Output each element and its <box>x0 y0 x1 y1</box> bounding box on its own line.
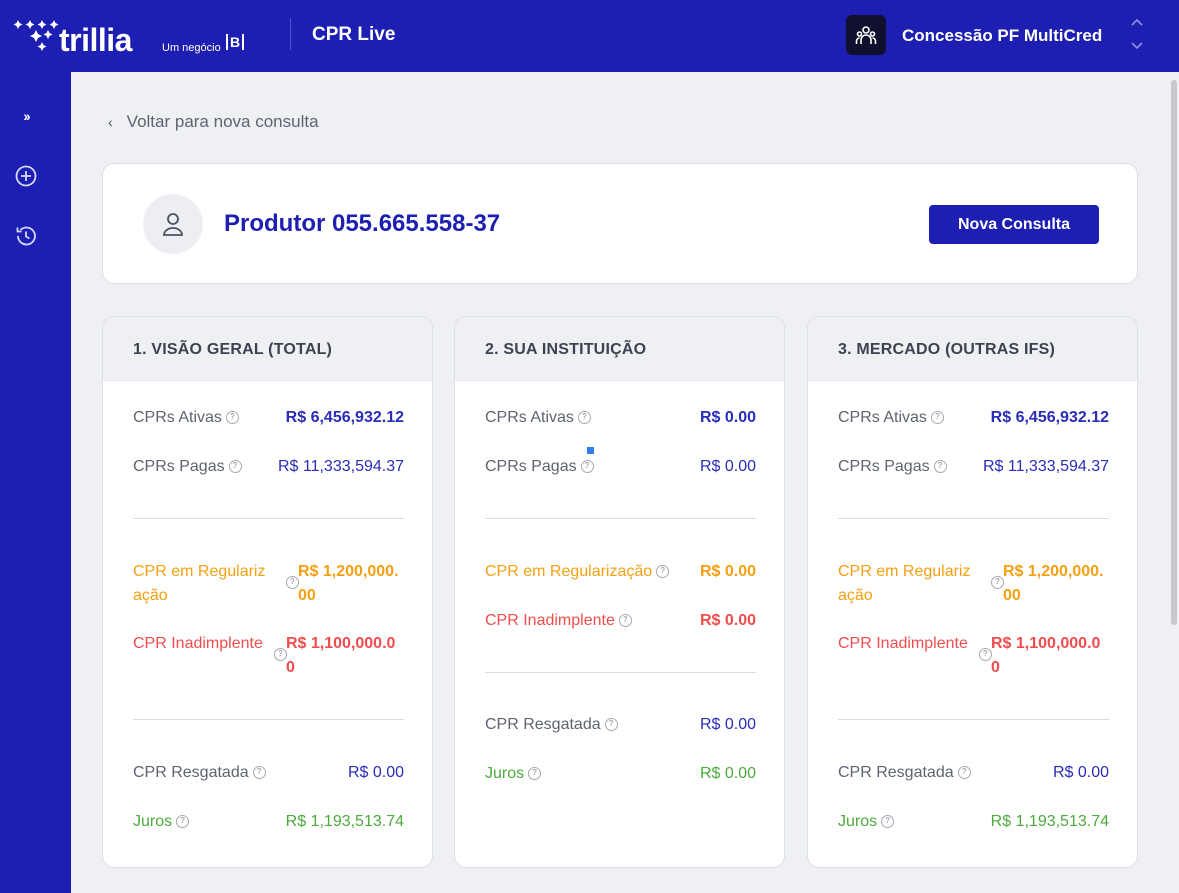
cpr-regularizacao-value: R$ 1,200,000.00 <box>1003 563 1104 604</box>
cpr-regularizacao-label: CPR em Regularização <box>485 563 653 580</box>
logo-text: trillia <box>59 22 132 58</box>
cpr-regularizacao-row: CPR em Regularização ? R$ 1,200,000.00 <box>133 560 404 608</box>
help-icon[interactable]: ? <box>656 565 670 579</box>
sidebar-expand-button[interactable]: ›› <box>23 108 30 124</box>
help-icon[interactable]: ? <box>580 460 594 474</box>
cpr-resgatada-label: CPR Resgatada <box>133 764 249 781</box>
cpr-resgatada-value: R$ 0.00 <box>347 764 404 781</box>
plus-circle-icon <box>15 165 37 187</box>
cprs-pagas-label: CPRs Pagas <box>133 458 225 475</box>
panel-market: 3. MERCADO (OUTRAS IFS) CPRs Ativas? R$ … <box>807 316 1138 868</box>
app-title: CPR Live <box>312 24 396 45</box>
help-icon[interactable]: ? <box>528 767 542 781</box>
organization-icon[interactable] <box>846 15 886 55</box>
cpr-resgatada-label: CPR Resgatada <box>838 764 954 781</box>
help-icon[interactable]: ? <box>286 576 299 589</box>
focus-marker <box>587 447 594 454</box>
logo-stars-icon <box>13 20 59 51</box>
cprs-pagas-value: R$ 11,333,594.37 <box>277 458 404 475</box>
help-icon[interactable]: ? <box>228 460 242 474</box>
cpr-inadimplente-value: R$ 0.00 <box>699 612 756 629</box>
divider <box>485 672 756 673</box>
cprs-ativas-label: CPRs Ativas <box>838 409 927 426</box>
divider <box>133 719 404 720</box>
cpr-resgatada-value: R$ 0.00 <box>1052 764 1109 781</box>
help-icon[interactable]: ? <box>176 815 190 829</box>
juros-value: R$ 0.00 <box>699 765 756 782</box>
help-icon[interactable]: ? <box>577 411 591 425</box>
help-icon[interactable]: ? <box>957 766 971 780</box>
new-query-button[interactable] <box>12 162 40 190</box>
cprs-pagas-value: R$ 11,333,594.37 <box>982 458 1109 475</box>
help-icon[interactable]: ? <box>979 648 992 661</box>
new-query-button[interactable]: Nova Consulta <box>929 205 1099 244</box>
panel-title: 3. MERCADO (OUTRAS IFS) <box>808 317 1137 381</box>
sidebar: ›› <box>0 72 71 893</box>
juros-label: Juros <box>133 813 173 830</box>
cpr-inadimplente-row: CPR Inadimplente ? R$ 1,100,000.00 <box>838 632 1109 680</box>
history-icon <box>16 226 36 246</box>
divider <box>838 518 1109 519</box>
juros-label: Juros <box>485 765 525 782</box>
b3-logo: B <box>226 34 245 50</box>
history-button[interactable] <box>12 222 40 250</box>
cpr-inadimplente-label: CPR Inadimplente <box>133 635 263 652</box>
cpr-regularizacao-value: R$ 1,200,000.00 <box>298 563 399 604</box>
logo-subtitle: Um negócio <box>162 42 221 54</box>
chevron-up-down-icon[interactable] <box>1128 16 1146 56</box>
vertical-scrollbar[interactable] <box>1171 80 1177 625</box>
help-icon[interactable]: ? <box>225 411 239 425</box>
cpr-inadimplente-value: R$ 1,100,000.00 <box>286 635 396 676</box>
producer-title: Produtor 055.665.558-37 <box>224 210 501 237</box>
cpr-regularizacao-label: CPR em Regularização <box>838 563 971 604</box>
divider <box>133 518 404 519</box>
cpr-regularizacao-label: CPR em Regularização <box>133 563 266 604</box>
cpr-resgatada-label: CPR Resgatada <box>485 716 601 733</box>
help-icon[interactable]: ? <box>933 460 947 474</box>
cpr-inadimplente-value: R$ 1,100,000.00 <box>991 635 1101 676</box>
cprs-pagas-value: R$ 0.00 <box>699 458 756 475</box>
cprs-pagas-label: CPRs Pagas <box>838 458 930 475</box>
juros-label: Juros <box>838 813 878 830</box>
avatar <box>143 194 203 254</box>
help-icon[interactable]: ? <box>604 718 618 732</box>
juros-value: R$ 1,193,513.74 <box>285 813 404 830</box>
help-icon[interactable]: ? <box>252 766 266 780</box>
chevron-left-icon: ‹ <box>108 114 113 130</box>
cprs-ativas-value: R$ 6,456,932.12 <box>990 409 1109 426</box>
help-icon[interactable]: ? <box>930 411 944 425</box>
back-link[interactable]: ‹ Voltar para nova consulta <box>108 112 319 132</box>
cprs-ativas-label: CPRs Ativas <box>485 409 574 426</box>
panel-institution: 2. SUA INSTITUIÇÃO CPRs Ativas? R$ 0.00 … <box>454 316 785 868</box>
producer-card: Produtor 055.665.558-37 Nova Consulta <box>102 163 1138 284</box>
cpr-inadimplente-label: CPR Inadimplente <box>838 635 968 652</box>
help-icon[interactable]: ? <box>618 614 632 628</box>
users-group-icon <box>855 26 877 44</box>
help-icon[interactable]: ? <box>881 815 895 829</box>
user-icon <box>163 213 183 236</box>
cprs-ativas-value: R$ 6,456,932.12 <box>285 409 404 426</box>
cprs-ativas-label: CPRs Ativas <box>133 409 222 426</box>
divider <box>485 518 756 519</box>
cprs-ativas-value: R$ 0.00 <box>699 409 756 426</box>
top-bar: trillia Um negócio B CPR Live Concessão … <box>0 0 1179 72</box>
panel-title: 1. VISÃO GERAL (TOTAL) <box>103 317 432 381</box>
help-icon[interactable]: ? <box>991 576 1004 589</box>
panel-title: 2. SUA INSTITUIÇÃO <box>455 317 784 381</box>
back-link-label: Voltar para nova consulta <box>126 112 319 131</box>
juros-value: R$ 1,193,513.74 <box>990 813 1109 830</box>
help-icon[interactable]: ? <box>274 648 287 661</box>
cpr-inadimplente-row: CPR Inadimplente ? R$ 1,100,000.00 <box>133 632 404 680</box>
cpr-inadimplente-label: CPR Inadimplente <box>485 612 615 629</box>
header-divider <box>290 18 291 50</box>
divider <box>838 719 1109 720</box>
panel-overview: 1. VISÃO GERAL (TOTAL) CPRs Ativas? R$ 6… <box>102 316 433 868</box>
cprs-pagas-label: CPRs Pagas <box>485 458 577 475</box>
cpr-regularizacao-value: R$ 0.00 <box>699 563 756 580</box>
cpr-resgatada-value: R$ 0.00 <box>699 716 756 733</box>
cpr-regularizacao-row: CPR em Regularização ? R$ 1,200,000.00 <box>838 560 1109 608</box>
organization-name[interactable]: Concessão PF MultiCred <box>902 26 1103 45</box>
